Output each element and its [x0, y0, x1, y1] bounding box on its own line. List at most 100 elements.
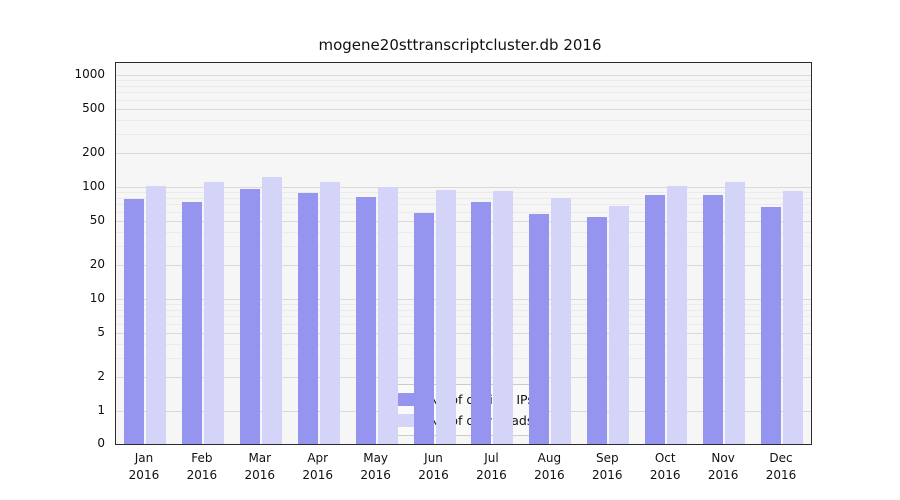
x-tick-month: Jun	[424, 451, 443, 465]
gridline-100	[116, 187, 811, 188]
y-tick-label-0: 0	[97, 436, 105, 450]
bar-downloads-sep	[609, 205, 630, 444]
minor-gridline-60	[116, 211, 811, 213]
x-tick-month: Oct	[654, 451, 676, 465]
x-tick-year: 2016	[418, 468, 449, 482]
minor-gridline-800	[116, 85, 811, 87]
y-tick-label-2: 2	[97, 369, 105, 384]
x-tick-label-aug: Aug 2016	[519, 450, 579, 484]
minor-gridline-600	[116, 99, 811, 101]
bar-distinct-ips-mar	[239, 189, 260, 444]
bar-distinct-ips-jun	[413, 212, 434, 444]
x-tick-label-nov: Nov 2016	[693, 450, 753, 484]
minor-gridline-400	[116, 119, 811, 121]
gridline-50	[116, 220, 811, 222]
y-tick-label-1: 1	[97, 403, 105, 417]
x-tick-year: 2016	[534, 468, 565, 482]
gridline-10	[116, 299, 811, 300]
x-tick-year: 2016	[707, 468, 739, 482]
y-tick-label-20: 20	[89, 257, 105, 272]
bar-distinct-ips-may	[355, 196, 376, 444]
bar-downloads-nov	[725, 182, 746, 444]
minor-gridline-6	[116, 323, 811, 325]
x-tick-label-sep: Sep 2016	[577, 450, 637, 484]
x-tick-label-oct: Oct 2016	[635, 450, 695, 484]
bar-distinct-ips-aug	[529, 213, 550, 444]
minor-gridline-90	[116, 192, 811, 194]
bar-distinct-ips-jul	[471, 202, 492, 444]
y-tick-label-5: 5	[97, 324, 105, 339]
bar-downloads-apr	[319, 181, 340, 444]
bar-downloads-may	[377, 187, 398, 444]
gridline-500	[116, 108, 811, 110]
x-tick-month: Jan	[134, 451, 154, 465]
bar-distinct-ips-dec	[761, 207, 782, 444]
minor-gridline-900	[116, 80, 811, 82]
bar-downloads-jun	[435, 190, 456, 444]
minor-gridline-7	[116, 316, 811, 318]
minor-gridline-700	[116, 92, 811, 94]
minor-gridline-30	[116, 245, 811, 247]
gridline-5	[116, 332, 811, 334]
minor-gridline-300	[116, 133, 811, 135]
bar-downloads-feb	[203, 182, 224, 444]
x-tick-label-jul: Jul 2016	[461, 450, 521, 484]
minor-gridline-40	[116, 231, 811, 233]
x-tick-year: 2016	[592, 468, 623, 482]
bar-distinct-ips-jan	[123, 199, 144, 444]
x-tick-label-mar: Mar 2016	[230, 450, 290, 484]
x-tick-label-dec: Dec 2016	[751, 450, 811, 484]
x-tick-month: Nov	[711, 451, 735, 465]
minor-gridline-3	[116, 357, 811, 359]
x-tick-year: 2016	[302, 468, 333, 482]
x-tick-month: Apr	[307, 451, 329, 465]
bar-downloads-aug	[551, 197, 572, 444]
x-tick-label-jan: Jan 2016	[114, 450, 174, 484]
bar-downloads-dec	[783, 191, 804, 444]
x-tick-year: 2016	[244, 468, 276, 482]
y-tick-label-1000: 1000	[74, 67, 105, 81]
plot-area: Nb of distinct IPs Nb of downloads	[115, 62, 812, 445]
bar-distinct-ips-nov	[703, 194, 724, 444]
bar-distinct-ips-oct	[645, 194, 666, 444]
y-tick-label-100: 100	[82, 179, 105, 193]
bar-distinct-ips-sep	[587, 216, 608, 444]
chart-title: mogene20sttranscriptcluster.db 2016	[318, 36, 602, 54]
bar-downloads-oct	[667, 185, 688, 444]
x-tick-month: May	[363, 451, 389, 465]
minor-gridline-8	[116, 309, 811, 311]
x-tick-label-apr: Apr 2016	[288, 450, 348, 484]
x-tick-year: 2016	[649, 468, 681, 482]
x-tick-label-jun: Jun 2016	[404, 450, 464, 484]
x-tick-year: 2016	[360, 468, 391, 482]
bar-distinct-ips-feb	[181, 202, 202, 444]
y-tick-label-10: 10	[89, 291, 105, 305]
x-tick-year: 2016	[186, 468, 218, 482]
minor-gridline-80	[116, 197, 811, 199]
x-tick-year: 2016	[765, 468, 797, 482]
x-tick-label-feb: Feb 2016	[172, 450, 232, 484]
bar-downloads-mar	[261, 177, 282, 444]
y-tick-label-50: 50	[89, 212, 105, 227]
x-tick-month: Feb	[191, 451, 213, 465]
bar-distinct-ips-apr	[297, 193, 318, 444]
gridline-1000	[116, 75, 811, 76]
bar-downloads-jan	[145, 186, 166, 444]
y-tick-label-200: 200	[82, 145, 105, 160]
x-tick-month: Dec	[769, 451, 793, 465]
minor-gridline-70	[116, 204, 811, 206]
minor-gridline-4	[116, 343, 811, 345]
x-tick-year: 2016	[476, 468, 507, 482]
x-tick-year: 2016	[128, 468, 160, 482]
gridline-2	[116, 377, 811, 379]
x-tick-label-may: May 2016	[346, 450, 406, 484]
minor-gridline-9	[116, 304, 811, 306]
bar-downloads-jul	[493, 190, 514, 444]
gridline-20	[116, 265, 811, 267]
y-tick-label-500: 500	[82, 100, 105, 115]
x-tick-month: Mar	[248, 451, 272, 465]
x-tick-month: Jul	[484, 451, 499, 465]
legend: Nb of distinct IPs Nb of downloads	[380, 384, 547, 436]
x-tick-month: Sep	[595, 451, 619, 465]
